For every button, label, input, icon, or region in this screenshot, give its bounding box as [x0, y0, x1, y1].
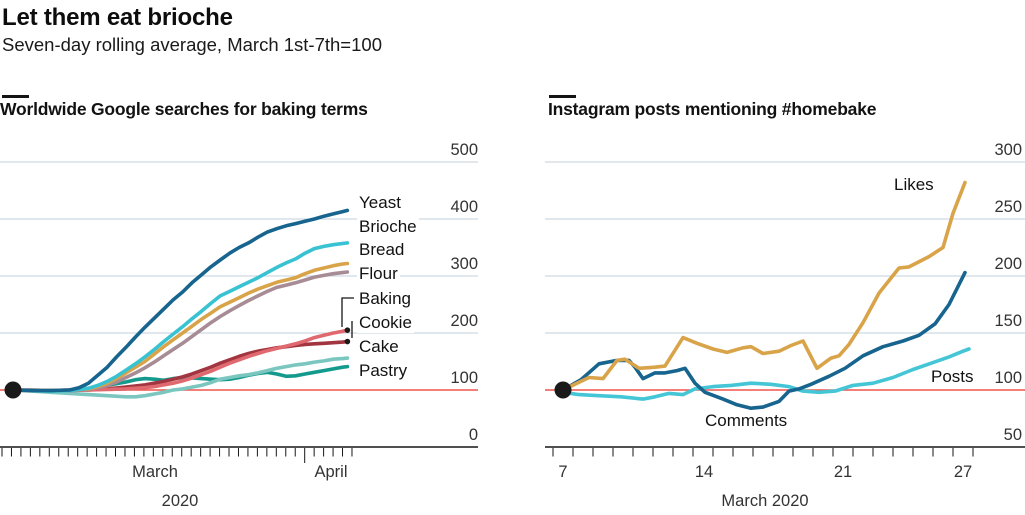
- left-start-dot: [4, 381, 22, 399]
- left-chart-title: Worldwide Google searches for baking ter…: [0, 99, 368, 119]
- series-line-likes: [561, 180, 967, 392]
- right-start-dot: [554, 381, 572, 399]
- series-line-baking: [11, 328, 350, 393]
- end-dot-baking: [344, 327, 351, 333]
- baking-connector-line: [341, 297, 354, 327]
- right-panel-tick-mark: [549, 95, 576, 98]
- series-line-cake: [11, 356, 350, 399]
- series-line-brioche: [11, 241, 350, 393]
- right-chart-title: Instagram posts mentioning #homebake: [548, 99, 877, 119]
- series-line-posts: [561, 347, 971, 401]
- left-panel-tick-mark: [2, 95, 29, 98]
- page-subtitle: Seven-day rolling average, March 1st-7th…: [2, 34, 382, 55]
- series-line-comments: [561, 270, 967, 411]
- end-dot-cookie: [344, 338, 351, 345]
- series-line-yeast: [11, 208, 350, 393]
- page-title: Let them eat brioche: [2, 4, 233, 31]
- series-line-flour: [11, 270, 350, 393]
